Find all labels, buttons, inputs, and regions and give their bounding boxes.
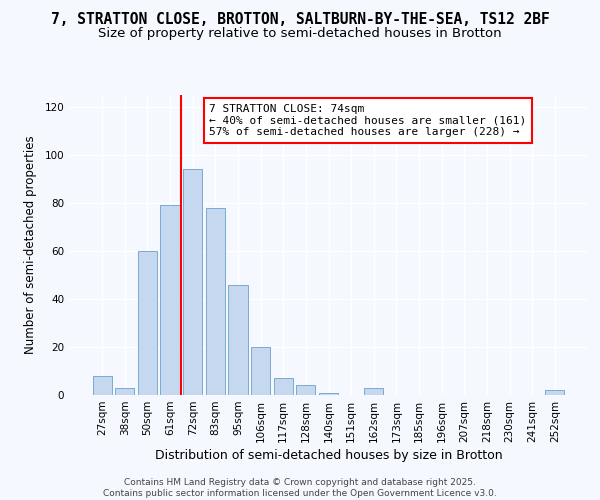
Bar (183, 170, 202, 395)
Bar (115, 388, 134, 395)
Bar (296, 386, 316, 395)
Bar (92, 376, 112, 395)
Text: Contains HM Land Registry data © Crown copyright and database right 2025.
Contai: Contains HM Land Registry data © Crown c… (103, 478, 497, 498)
Text: 7 STRATTON CLOSE: 74sqm
← 40% of semi-detached houses are smaller (161)
57% of s: 7 STRATTON CLOSE: 74sqm ← 40% of semi-de… (209, 104, 526, 137)
Y-axis label: Number of semi-detached properties: Number of semi-detached properties (25, 136, 37, 354)
Bar (251, 347, 270, 395)
Bar (545, 390, 565, 395)
Bar (206, 208, 225, 395)
Bar (319, 392, 338, 395)
Bar (229, 284, 248, 395)
Bar (364, 388, 383, 395)
Bar (274, 378, 293, 395)
Bar (138, 251, 157, 395)
Bar (160, 206, 180, 395)
X-axis label: Distribution of semi-detached houses by size in Brotton: Distribution of semi-detached houses by … (155, 449, 502, 462)
Text: 7, STRATTON CLOSE, BROTTON, SALTBURN-BY-THE-SEA, TS12 2BF: 7, STRATTON CLOSE, BROTTON, SALTBURN-BY-… (50, 12, 550, 28)
Text: Size of property relative to semi-detached houses in Brotton: Size of property relative to semi-detach… (98, 28, 502, 40)
